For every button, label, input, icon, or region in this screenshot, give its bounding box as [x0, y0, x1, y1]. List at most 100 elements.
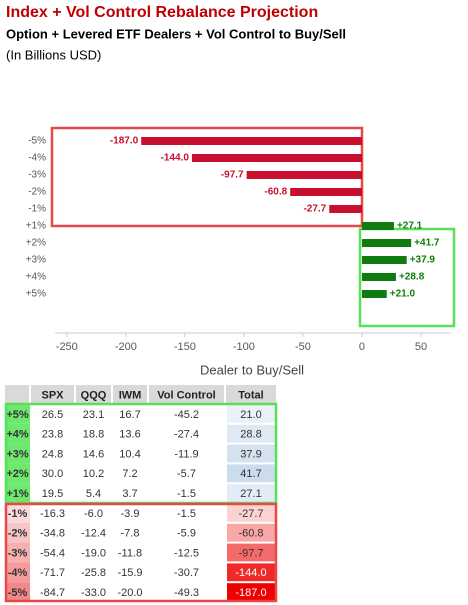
table-cell: -144.0: [235, 567, 266, 579]
table-cell: -30.7: [174, 567, 199, 579]
table-cell: -45.2: [174, 409, 199, 421]
table-cell: -12.5: [174, 547, 199, 559]
bar: [361, 239, 412, 247]
row-label-bg: [5, 423, 30, 444]
row-label: -3%: [8, 547, 28, 559]
total-bg: [227, 583, 275, 601]
bar: [361, 222, 394, 230]
column-header: QQQ: [81, 389, 107, 401]
bar: [329, 205, 362, 213]
row-label: +4%: [6, 429, 29, 441]
total-bg: [227, 464, 275, 483]
y-tick-label: -2%: [28, 187, 46, 198]
table-cell: -1.5: [177, 488, 196, 500]
data-label: -187.0: [110, 136, 139, 147]
table-cell: -5.9: [177, 528, 196, 540]
table-cell: -187.0: [235, 587, 266, 599]
table-cell: 27.1: [240, 488, 261, 500]
row-label: +1%: [6, 488, 29, 500]
table-cell: -49.3: [174, 587, 199, 599]
total-bg: [227, 523, 275, 542]
bar: [141, 137, 362, 145]
data-label: +21.0: [390, 289, 416, 300]
table-cell: -25.8: [81, 567, 106, 579]
x-tick-label: -50: [295, 341, 311, 353]
row-label-bg: [5, 463, 30, 484]
row-label: +3%: [6, 448, 29, 460]
row-label-bg: [5, 443, 30, 464]
table-cell: -84.7: [40, 587, 65, 599]
table-cell: 13.6: [119, 429, 140, 441]
table-cell: -6.0: [84, 508, 103, 520]
table-cell: -20.0: [117, 587, 142, 599]
y-tick-label: -5%: [28, 136, 46, 147]
table-cell: 21.0: [240, 409, 261, 421]
total-bg: [227, 484, 275, 502]
table-cell: 24.8: [42, 448, 63, 460]
table-cell: -19.0: [81, 547, 106, 559]
y-tick-label: +1%: [26, 221, 46, 232]
table-cell: -33.0: [81, 587, 106, 599]
row-label-bg: [5, 562, 30, 583]
y-tick-label: -3%: [28, 170, 46, 181]
table-cell: -11.9: [174, 448, 198, 460]
column-header: SPX: [41, 389, 64, 401]
table-cell: -71.7: [40, 567, 65, 579]
column-header: Total: [238, 389, 263, 401]
table-cell: -12.4: [81, 528, 106, 540]
table-cell: 41.7: [240, 468, 261, 480]
y-tick-label: -4%: [28, 153, 46, 164]
table-cell: -60.8: [238, 528, 263, 540]
table-cell: 5.4: [86, 488, 101, 500]
table-cell: -1.5: [177, 508, 196, 520]
x-tick-label: -100: [233, 341, 255, 353]
x-tick-label: -200: [115, 341, 137, 353]
table-cell: 10.2: [83, 468, 104, 480]
table-cell: -5.7: [177, 468, 196, 480]
column-header: Vol Control: [157, 389, 215, 401]
bar: [246, 171, 362, 179]
row-label-bg: [5, 483, 30, 503]
table-cell: -97.7: [238, 547, 263, 559]
total-bg: [227, 405, 275, 423]
table-cell: 26.5: [42, 409, 63, 421]
data-label: +27.1: [397, 221, 423, 232]
y-tick-label: +3%: [26, 255, 46, 266]
table-cell: 30.0: [42, 468, 63, 480]
x-axis-label: Dealer to Buy/Sell: [200, 362, 304, 377]
data-label: +41.7: [414, 238, 440, 249]
bar: [361, 290, 387, 298]
total-bg: [227, 504, 275, 522]
table-cell: 37.9: [240, 448, 261, 460]
bar: [290, 188, 362, 196]
bar: [191, 154, 362, 162]
table-cell: -16.3: [40, 508, 65, 520]
table-cell: -3.9: [121, 508, 140, 520]
x-tick-label: 0: [359, 341, 365, 353]
data-label: -27.7: [303, 204, 326, 215]
row-label-bg: [5, 503, 30, 523]
table-cell: -27.7: [238, 508, 263, 520]
table-cell: 3.7: [122, 488, 137, 500]
row-label: -2%: [8, 528, 28, 540]
positive-highlight: [358, 227, 456, 328]
table-cell: 23.1: [83, 409, 104, 421]
row-label: -4%: [8, 567, 28, 579]
negative-table-highlight: [4, 502, 278, 603]
table-cell: 19.5: [42, 488, 63, 500]
table-cell: -11.8: [118, 547, 142, 559]
y-tick-label: +2%: [26, 238, 46, 249]
bar: [361, 273, 396, 281]
data-label: +37.9: [410, 255, 436, 266]
y-tick-label: +5%: [26, 289, 46, 300]
title: Index + Vol Control Rebalance Projection: [6, 4, 318, 21]
data-label: -60.8: [264, 187, 287, 198]
row-label-bg: [5, 404, 30, 424]
x-tick-label: -250: [56, 341, 78, 353]
x-tick-label: 50: [415, 341, 427, 353]
row-label: -5%: [8, 587, 28, 599]
row-label-bg: [5, 542, 30, 563]
bar: [361, 256, 407, 264]
y-tick-label: -1%: [28, 204, 46, 215]
